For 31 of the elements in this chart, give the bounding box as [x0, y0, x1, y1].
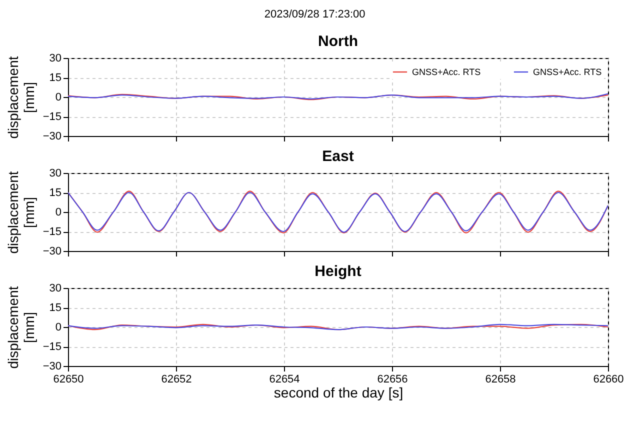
chart-title: East — [322, 148, 354, 165]
legend-label: GNSS+Acc. RTS — [412, 67, 481, 77]
y-tick-label: 0 — [55, 206, 62, 218]
y-tick-label: 30 — [49, 282, 62, 294]
y-tick-label: −15 — [42, 111, 62, 123]
y-axis-title: displacement [mm] — [4, 56, 37, 139]
y-tick-label: 30 — [49, 168, 62, 180]
y-tick-label: 0 — [55, 322, 62, 334]
y-axis-title: displacement [mm] — [4, 171, 37, 254]
y-tick-label: 15 — [49, 187, 62, 199]
x-axis-title: second of the day [s] — [274, 384, 404, 400]
legend-label: GNSS+Acc. RTS — [533, 67, 602, 77]
y-tick-label: −30 — [42, 130, 62, 142]
x-tick-label: 62658 — [485, 374, 516, 386]
y-tick-label: 15 — [49, 302, 62, 314]
chart-title: North — [318, 33, 358, 50]
x-tick-label: 62660 — [593, 374, 624, 386]
x-tick-label: 62656 — [377, 374, 408, 386]
y-tick-label: 15 — [49, 72, 62, 84]
y-tick-label: 0 — [55, 92, 62, 104]
x-tick-label: 62654 — [269, 374, 300, 386]
y-tick-label: 30 — [49, 52, 62, 64]
y-tick-label: −15 — [42, 226, 62, 238]
y-tick-label: −15 — [42, 341, 62, 353]
x-tick-label: 62650 — [53, 374, 84, 386]
chart-title: Height — [314, 263, 362, 280]
x-tick-label: 62652 — [161, 374, 192, 386]
y-axis-title: displacement [mm] — [4, 286, 37, 369]
y-tick-label: −30 — [42, 246, 62, 258]
chart-subtitle: 2023/09/28 17:23:00 — [264, 8, 366, 20]
y-tick-label: −30 — [42, 360, 62, 372]
